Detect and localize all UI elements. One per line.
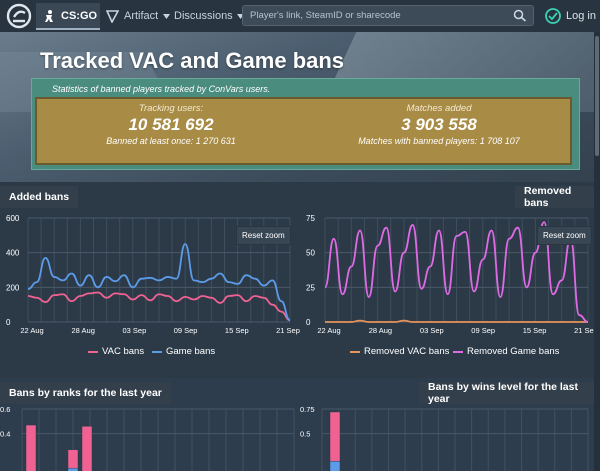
x-tick-label: 09 Sep	[471, 326, 495, 335]
y-tick-label: 0.5	[300, 430, 310, 439]
matches-added-value: 3 903 558	[401, 115, 477, 134]
search-input[interactable]: Player's link, SteamID or sharecode	[242, 5, 534, 26]
bar-vac-bans	[67, 449, 79, 471]
y-tick-label: 50	[306, 249, 315, 258]
bar-vac-bans	[81, 426, 93, 471]
wins-bar-chart[interactable]: 0.5 0.75	[300, 405, 594, 471]
nav-csgo-label: CS:GO	[61, 9, 98, 22]
y-tick-label: 400	[6, 249, 20, 258]
stats-panel: Tracking users: 10 581 692 Banned at lea…	[35, 97, 572, 165]
y-tick-label: 0	[6, 318, 11, 327]
convars-logo-icon[interactable]	[6, 3, 32, 29]
legend-removed-vac-label: Removed VAC bans	[364, 346, 450, 357]
nav-artifact-menu[interactable]: Artifact	[106, 0, 171, 32]
charts-section	[0, 182, 600, 382]
removed-bans-chart[interactable]: 0 25 50 75 22 Aug 28 Aug 03 Sep 09 Sep 15 Sep 21 …	[300, 210, 594, 335]
y-tick-label: 0.75	[300, 405, 315, 414]
x-tick-label: 15 Sep	[225, 326, 249, 335]
reset-zoom-button-removed[interactable]: Reset zoom	[537, 226, 592, 245]
series-line-game-bans	[27, 243, 291, 322]
x-tick-label: 09 Sep	[174, 326, 198, 335]
chevron-down-icon	[236, 13, 244, 19]
search-icon[interactable]	[513, 9, 527, 22]
nav-artifact-label: Artifact	[124, 10, 159, 22]
x-tick-label: 22 Aug	[20, 326, 43, 335]
y-tick-label: 75	[306, 214, 315, 223]
added-bans-chart[interactable]: 0 200 400 600 22 Aug 28 Aug 03 Sep 09 Sep 15 Sep…	[0, 210, 300, 335]
x-tick-label: 21 Sep	[574, 326, 594, 335]
legend-line-game	[152, 350, 162, 353]
legend-vac-label: VAC bans	[102, 346, 145, 357]
y-tick-label: 600	[6, 214, 20, 223]
y-tick-label: 0.6	[0, 405, 10, 414]
y-tick-label: 200	[6, 283, 20, 292]
banned-at-least-once: Banned at least once: 1 270 631	[106, 136, 236, 146]
x-tick-label: 03 Sep	[123, 326, 147, 335]
scrollbar-thumb[interactable]	[595, 36, 599, 156]
login-button[interactable]: Log in	[545, 0, 596, 32]
legend-removed-game-label: Removed Game bans	[467, 346, 560, 357]
nav-discussions-label: Discussions	[174, 10, 233, 22]
matches-added-label: Matches added	[406, 103, 472, 114]
bar-vac-bans	[25, 424, 37, 471]
added-bans-title: Added bans	[0, 186, 79, 208]
legend-removed-vac[interactable]: Removed VAC bans	[350, 346, 449, 357]
soldier-icon	[45, 9, 53, 22]
legend-game-bans[interactable]: Game bans	[152, 346, 215, 357]
x-tick-label: 22 Aug	[317, 326, 340, 335]
legend-vac-bans[interactable]: VAC bans	[88, 346, 144, 357]
removed-bans-title: Removed bans	[515, 185, 600, 209]
series-line-vac-bans	[27, 291, 291, 322]
wins-chart-title: Bans by wins level for the last year	[419, 381, 594, 405]
legend-line-vac	[88, 350, 98, 353]
login-label: Log in	[566, 10, 596, 22]
bar-vac-bans	[329, 411, 341, 471]
chevron-down-icon	[163, 13, 171, 19]
nav-discussions-menu[interactable]: Discussions	[174, 0, 244, 32]
stats-subtitle: Statistics of banned players tracked by …	[52, 84, 271, 94]
nav-csgo-tab[interactable]: CS:GO	[36, 3, 100, 30]
x-tick-label: 21 Sep	[276, 326, 300, 335]
x-tick-label: 28 Aug	[72, 326, 95, 335]
legend-game-label: Game bans	[166, 346, 216, 357]
legend-line-removed-game	[453, 350, 463, 353]
matches-added-stat: Matches added 3 903 558 Matches with ban…	[305, 103, 573, 146]
steam-icon	[545, 8, 561, 24]
series-line-removed-game-bans	[324, 221, 589, 323]
bar-game-bans	[67, 467, 79, 471]
bar-game-bans	[329, 461, 341, 471]
legend-removed-game[interactable]: Removed Game bans	[453, 346, 559, 357]
reset-zoom-button[interactable]: Reset zoom	[236, 226, 291, 245]
x-tick-label: 15 Sep	[523, 326, 547, 335]
stats-box: Statistics of banned players tracked by …	[31, 78, 580, 170]
matches-with-banned: Matches with banned players: 1 708 107	[358, 136, 520, 146]
ranks-chart-title: Bans by ranks for the last year	[0, 382, 171, 404]
ranks-bar-chart[interactable]: 0.4 0.6	[0, 405, 300, 471]
series-line-removed-vac-bans	[325, 319, 588, 323]
x-tick-label: 28 Aug	[369, 326, 392, 335]
x-tick-label: 03 Sep	[420, 326, 444, 335]
artifact-icon	[106, 9, 119, 23]
y-tick-label: 0.4	[0, 430, 10, 439]
scrollbar[interactable]	[594, 32, 600, 471]
tracking-users-value: 10 581 692	[128, 115, 214, 134]
page-title: Tracked VAC and Game bans	[40, 48, 345, 73]
tracking-users-label: Tracking users:	[138, 103, 204, 114]
y-tick-label: 0	[306, 318, 311, 327]
top-navigation: CS:GO Artifact Discussions Player's link…	[0, 0, 600, 32]
search-placeholder: Player's link, SteamID or sharecode	[250, 10, 401, 21]
legend-line-removed-vac	[350, 350, 360, 353]
tracking-users-stat: Tracking users: 10 581 692 Banned at lea…	[37, 103, 305, 146]
y-tick-label: 25	[306, 283, 315, 292]
